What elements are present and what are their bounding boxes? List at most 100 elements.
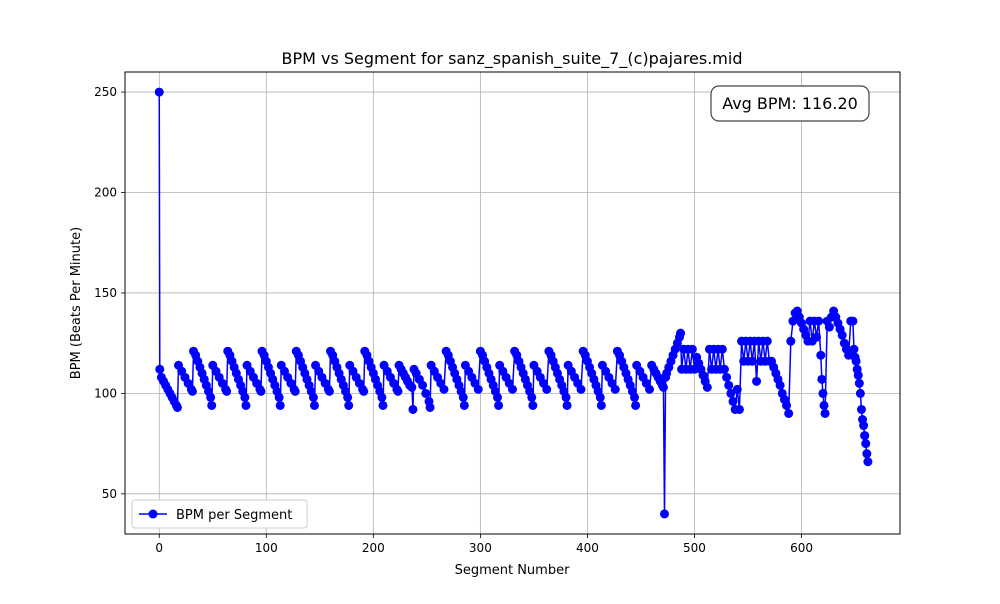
data-point: [222, 386, 232, 396]
data-point: [717, 344, 727, 354]
data-point: [860, 431, 870, 441]
data-point: [527, 392, 537, 402]
data-point: [596, 400, 606, 410]
data-point: [562, 400, 572, 410]
data-point: [359, 386, 369, 396]
x-tick-label: 300: [469, 541, 492, 555]
data-point: [814, 316, 824, 326]
data-point: [788, 316, 798, 326]
data-point: [576, 384, 586, 394]
y-tick-label: 200: [94, 186, 117, 200]
data-point: [855, 388, 865, 398]
x-tick-label: 500: [683, 541, 706, 555]
data-point: [782, 400, 792, 410]
data-point: [459, 400, 469, 410]
data-point: [154, 87, 164, 97]
data-point: [542, 384, 552, 394]
data-point: [856, 404, 866, 414]
data-point: [817, 374, 827, 384]
data-point: [508, 384, 517, 394]
data-point: [819, 400, 829, 410]
data-point: [324, 386, 334, 396]
data-point: [155, 364, 165, 374]
data-point: [308, 392, 318, 402]
data-point: [724, 380, 734, 390]
data-point: [425, 402, 435, 412]
legend: BPM per Segment: [131, 499, 308, 529]
data-point: [747, 356, 757, 366]
x-tick-label: 0: [155, 541, 163, 555]
data-point: [377, 392, 387, 402]
annotation-text: Avg BPM: 116.20: [722, 94, 858, 113]
data-point: [775, 380, 785, 390]
y-tick-label: 50: [102, 487, 117, 501]
data-point: [676, 328, 686, 338]
data-point: [851, 356, 861, 366]
data-point: [863, 457, 873, 467]
legend-box: [131, 499, 308, 529]
data-point: [818, 388, 828, 398]
data-point: [658, 382, 668, 392]
data-point: [732, 384, 742, 394]
data-point: [631, 400, 641, 410]
y-axis-label: BPM (Beats Per Minute): [69, 227, 84, 379]
ticks: 0 100 200 300 400 500 600 50 100 150 200 250: [94, 85, 813, 555]
data-point: [206, 392, 216, 402]
data-point: [187, 386, 197, 396]
data-point: [256, 386, 266, 396]
data-point: [343, 392, 353, 402]
data-point: [207, 400, 217, 410]
data-point: [630, 392, 640, 402]
data-point: [408, 404, 418, 414]
data-point: [837, 330, 847, 340]
data-point: [702, 382, 712, 392]
data-point: [393, 386, 403, 396]
data-point: [493, 392, 503, 402]
data-point: [458, 392, 468, 402]
data-point: [275, 400, 285, 410]
data-point: [561, 392, 571, 402]
x-tick-label: 400: [576, 541, 599, 555]
data-point: [859, 421, 869, 431]
x-tick-label: 100: [255, 541, 278, 555]
data-point: [407, 382, 417, 392]
data-point: [719, 364, 729, 374]
data-point: [728, 396, 738, 406]
data-point: [861, 439, 871, 449]
axes-frame: [124, 71, 901, 535]
data-point: [812, 332, 822, 342]
y-tick-label: 150: [94, 286, 117, 300]
data-point: [418, 380, 428, 390]
data-point: [645, 384, 655, 394]
x-axis-label: Segment Number: [455, 563, 571, 578]
data-point: [762, 336, 772, 346]
data-point: [344, 400, 354, 410]
x-tick-label: 600: [790, 541, 813, 555]
data-point: [240, 392, 250, 402]
data-point: [734, 404, 744, 414]
data-point: [848, 316, 858, 326]
data-point: [726, 388, 736, 398]
data-point: [786, 336, 796, 346]
data-point: [824, 322, 834, 332]
data-point: [722, 372, 732, 382]
data-point: [784, 408, 794, 418]
data-point: [528, 400, 538, 410]
data-point: [853, 370, 863, 380]
data-point: [820, 408, 830, 418]
data-point: [439, 384, 449, 394]
legend-marker: [148, 509, 158, 519]
data-point: [494, 400, 504, 410]
plot-area: [154, 87, 873, 519]
data-point: [610, 384, 620, 394]
data-point: [172, 402, 182, 412]
legend-entry: BPM per Segment: [176, 508, 292, 523]
data-point: [473, 384, 483, 394]
data-point: [849, 344, 859, 354]
data-point: [687, 344, 697, 354]
data-point: [816, 350, 826, 360]
data-point: [274, 392, 284, 402]
y-tick-label: 100: [94, 386, 117, 400]
data-point: [752, 376, 762, 386]
